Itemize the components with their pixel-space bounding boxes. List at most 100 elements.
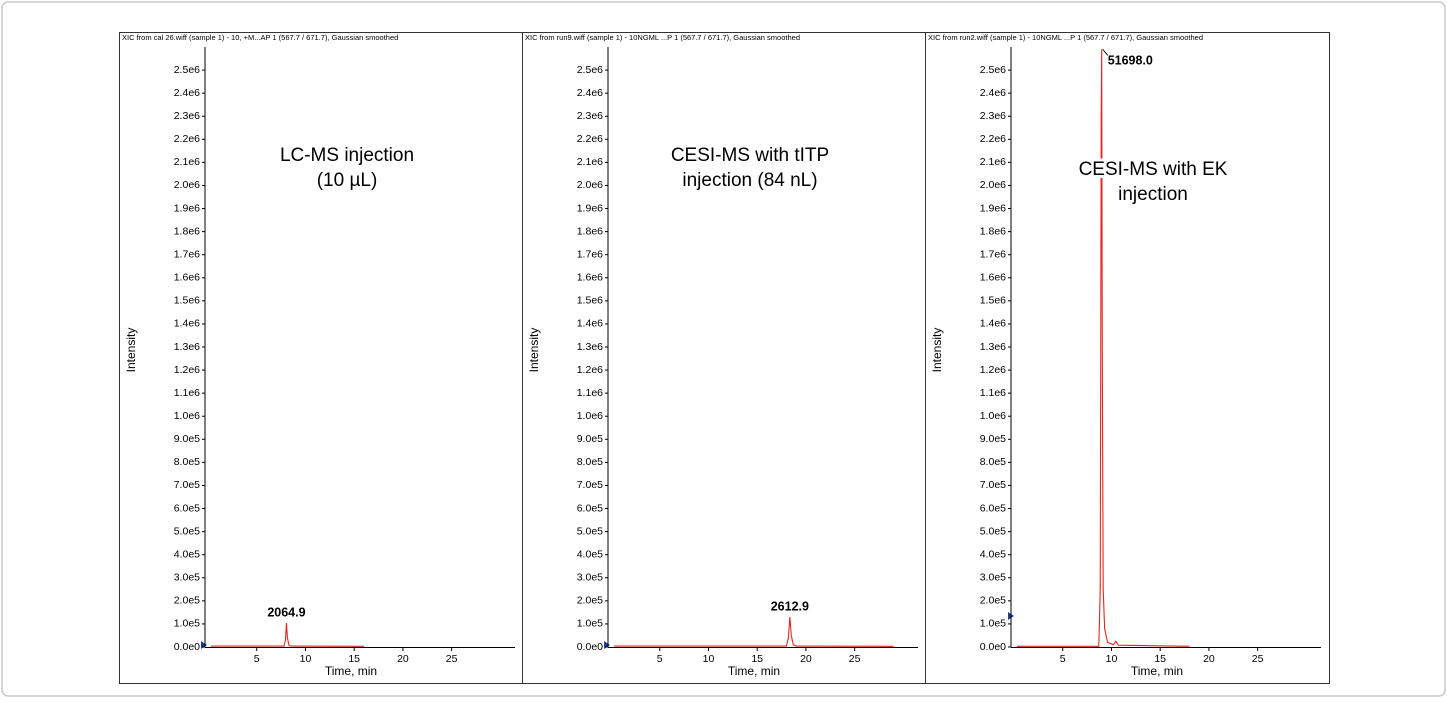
figure-frame [119,32,1330,684]
annotation: (10 µL) [317,170,378,191]
y-tick-label: 1.1e6 [174,387,200,399]
x-tick-label: 25 [446,653,458,665]
y-tick-label: 2.0e5 [980,595,1006,607]
y-tick-label: 1.6e6 [980,272,1006,284]
y-tick-label: 6.0e5 [174,502,200,514]
annotation: injection [1118,184,1188,205]
y-tick-label: 1.1e6 [980,387,1006,399]
y-tick-label: 6.0e5 [980,502,1006,514]
y-tick-label: 1.4e6 [174,318,200,330]
y-tick-label: 1.4e6 [577,318,603,330]
annotation: CESI-MS with EK [1079,159,1228,180]
y-tick-label: 1.8e6 [174,225,200,237]
peak-label: 51698.0 [1108,54,1153,68]
y-tick-label: 2.2e6 [174,133,200,145]
y-tick-label: 1.6e6 [174,272,200,284]
y-tick-label: 2.4e6 [174,87,200,99]
y-tick-label: 4.0e5 [174,548,200,560]
y-tick-label: 5.0e5 [174,525,200,537]
y-tick-label: 2.1e6 [174,156,200,168]
y-tick-label: 4.0e5 [577,548,603,560]
y-tick-label: 2.2e6 [577,133,603,145]
y-tick-label: 1.7e6 [980,248,1006,260]
chromatogram-line [210,622,364,647]
y-tick-label: 1.0e5 [577,618,603,630]
y-tick-label: 1.9e6 [577,202,603,214]
y-axis-label: Intensity [527,328,541,373]
y-tick-label: 8.0e5 [174,456,200,468]
y-tick-label: 7.0e5 [577,479,603,491]
x-tick-label: 15 [348,653,360,665]
y-tick-label: 1.0e6 [577,410,603,422]
annotation: CESI-MS with tITP [671,145,829,166]
y-tick-label: 1.2e6 [980,364,1006,376]
y-axis-label: Intensity [930,328,944,373]
y-tick-label: 1.0e5 [980,618,1006,630]
y-tick-label: 3.0e5 [174,572,200,584]
y-tick-label: 5.0e5 [980,525,1006,537]
y-tick-label: 4.0e5 [980,548,1006,560]
x-tick-label: 25 [849,653,861,665]
y-tick-label: 0.0e0 [577,641,603,653]
y-tick-label: 2.3e6 [577,110,603,122]
x-tick-label: 20 [1203,653,1215,665]
y-tick-label: 1.4e6 [980,318,1006,330]
x-tick-label: 15 [751,653,763,665]
y-tick-label: 1.0e6 [174,410,200,422]
y-tick-label: 2.0e5 [174,595,200,607]
y-tick-label: 1.2e6 [577,364,603,376]
y-tick-label: 1.3e6 [174,341,200,353]
y-tick-label: 2.1e6 [980,156,1006,168]
annotation: LC-MS injection [280,145,414,166]
y-tick-label: 1.8e6 [980,225,1006,237]
x-tick-label: 15 [1154,653,1166,665]
y-tick-label: 8.0e5 [980,456,1006,468]
y-tick-label: 1.7e6 [174,248,200,260]
y-tick-label: 1.3e6 [980,341,1006,353]
y-tick-label: 3.0e5 [577,572,603,584]
y-tick-label: 1.8e6 [577,225,603,237]
y-tick-label: 1.5e6 [980,295,1006,307]
x-axis-label: Time, min [325,664,377,678]
chromatogram-line [613,616,894,647]
x-tick-label: 20 [800,653,812,665]
y-tick-label: 0.0e0 [980,641,1006,653]
x-tick-label: 10 [1106,653,1118,665]
x-tick-label: 10 [300,653,312,665]
peak-label: 2064.9 [267,605,305,619]
y-tick-label: 2.3e6 [174,110,200,122]
y-tick-label: 9.0e5 [980,433,1006,445]
peak-leader [1102,49,1109,56]
y-tick-label: 1.0e5 [174,618,200,630]
x-axis-label: Time, min [1131,664,1183,678]
y-tick-label: 9.0e5 [174,433,200,445]
y-tick-label: 1.9e6 [980,202,1006,214]
y-tick-label: 1.6e6 [577,272,603,284]
y-tick-label: 2.1e6 [577,156,603,168]
x-tick-label: 10 [703,653,715,665]
x-tick-label: 5 [1060,653,1066,665]
x-tick-label: 25 [1252,653,1264,665]
y-tick-label: 0.0e0 [174,641,200,653]
x-tick-label: 20 [397,653,409,665]
chromatogram-line [1016,49,1190,647]
x-tick-label: 5 [254,653,260,665]
y-tick-label: 2.0e6 [577,179,603,191]
y-axis-label: Intensity [124,328,138,373]
y-tick-label: 2.3e6 [980,110,1006,122]
y-tick-label: 1.0e6 [980,410,1006,422]
y-tick-label: 8.0e5 [577,456,603,468]
y-tick-label: 1.1e6 [577,387,603,399]
y-tick-label: 1.9e6 [174,202,200,214]
y-tick-label: 2.5e6 [980,64,1006,76]
y-tick-label: 2.5e6 [577,64,603,76]
y-tick-label: 2.5e6 [174,64,200,76]
y-tick-label: 9.0e5 [577,433,603,445]
y-tick-label: 7.0e5 [980,479,1006,491]
y-tick-label: 1.7e6 [577,248,603,260]
panel-title: XIC from run2.wiff (sample 1) - 10NGML .… [928,33,1203,42]
annotation: injection (84 nL) [682,170,817,191]
y-tick-label: 1.5e6 [174,295,200,307]
